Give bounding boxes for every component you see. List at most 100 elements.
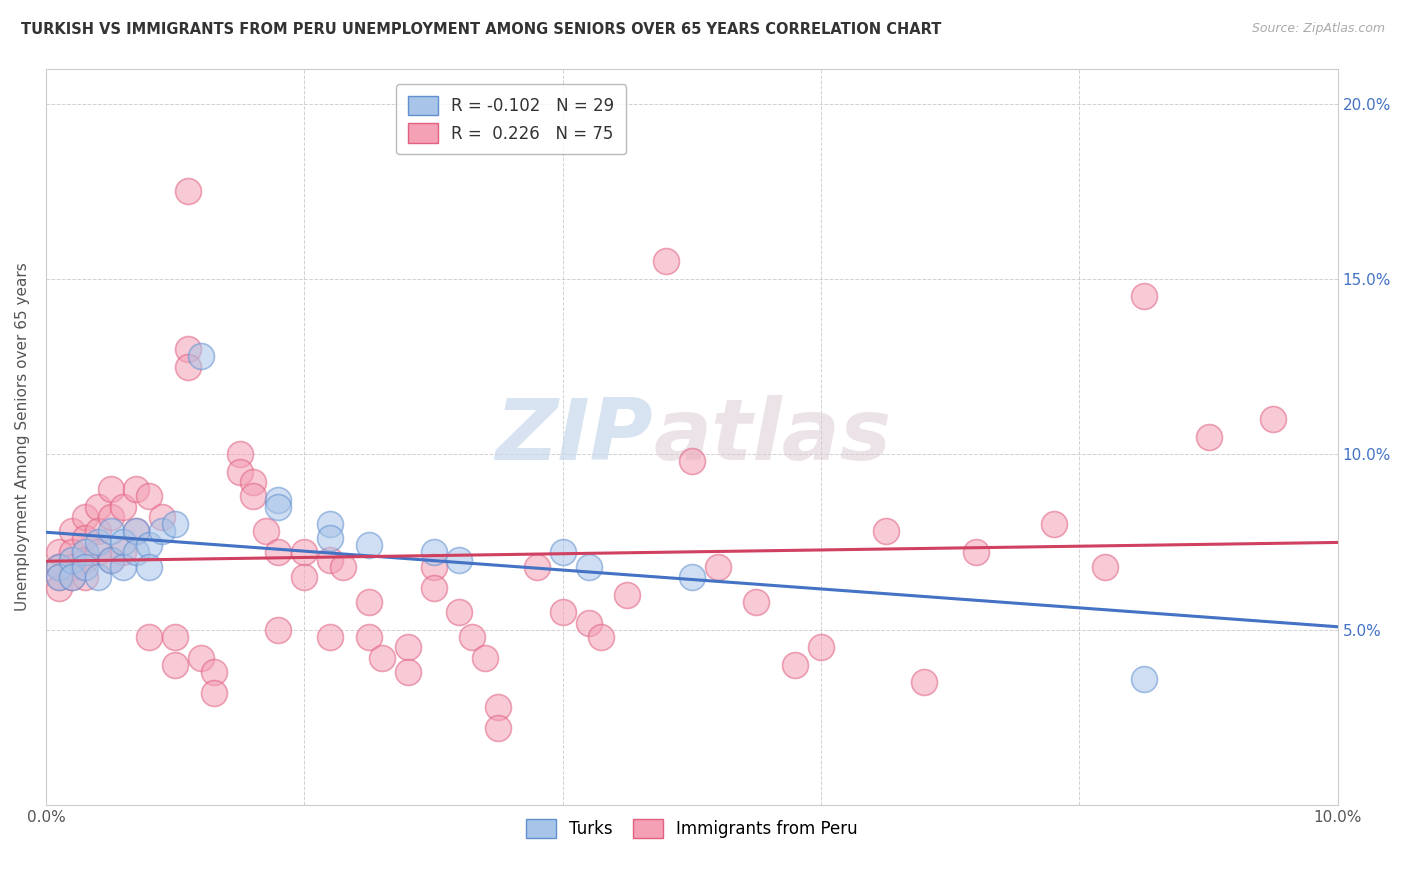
Point [48,559,70,574]
Point [60,524,83,539]
Point [357,630,380,644]
Point [177,342,200,356]
Point [48,570,70,584]
Point [86,535,108,549]
Point [745,594,768,608]
Point [190,650,212,665]
Point [138,630,160,644]
Point [681,454,703,468]
Point [86,570,108,584]
Point [1133,672,1156,686]
Point [912,675,935,690]
Point [1133,289,1156,303]
Point [1094,559,1116,574]
Point [319,532,342,546]
Point [112,500,135,514]
Text: atlas: atlas [654,395,891,478]
Point [60,545,83,559]
Point [60,570,83,584]
Point [73,510,96,524]
Y-axis label: Unemployment Among Seniors over 65 years: Unemployment Among Seniors over 65 years [15,262,30,611]
Point [267,492,290,507]
Point [785,657,807,672]
Point [86,500,108,514]
Point [267,623,290,637]
Point [551,545,574,559]
Point [73,570,96,584]
Point [86,524,108,539]
Point [150,510,173,524]
Point [254,524,277,539]
Point [655,254,678,268]
Point [591,630,613,644]
Point [165,517,187,532]
Point [73,552,96,566]
Point [48,570,70,584]
Point [86,545,108,559]
Point [875,524,897,539]
Text: TURKISH VS IMMIGRANTS FROM PERU UNEMPLOYMENT AMONG SENIORS OVER 65 YEARS CORRELA: TURKISH VS IMMIGRANTS FROM PERU UNEMPLOY… [21,22,942,37]
Point [100,524,122,539]
Point [965,545,987,559]
Point [319,630,342,644]
Point [551,605,574,619]
Point [100,510,122,524]
Point [229,447,252,461]
Point [578,615,600,630]
Point [177,184,200,198]
Legend: Turks, Immigrants from Peru: Turks, Immigrants from Peru [519,812,865,845]
Point [177,359,200,374]
Point [73,532,96,546]
Point [292,570,315,584]
Point [396,640,419,655]
Point [706,559,728,574]
Point [422,559,444,574]
Point [112,559,135,574]
Point [486,699,509,714]
Point [616,588,638,602]
Point [48,559,70,574]
Point [150,524,173,539]
Point [165,657,187,672]
Point [165,630,187,644]
Point [371,650,394,665]
Point [267,500,290,514]
Point [138,559,160,574]
Point [125,524,148,539]
Point [100,483,122,497]
Point [357,539,380,553]
Text: Source: ZipAtlas.com: Source: ZipAtlas.com [1251,22,1385,36]
Point [422,545,444,559]
Point [100,552,122,566]
Point [242,489,264,503]
Point [319,552,342,566]
Point [810,640,832,655]
Point [229,465,252,479]
Point [578,559,600,574]
Point [332,559,354,574]
Point [1263,412,1285,426]
Point [73,545,96,559]
Point [242,475,264,490]
Point [138,539,160,553]
Point [396,665,419,679]
Point [319,517,342,532]
Point [100,552,122,566]
Point [461,630,484,644]
Point [681,570,703,584]
Point [357,594,380,608]
Point [486,721,509,735]
Point [267,545,290,559]
Point [73,559,96,574]
Point [1198,430,1220,444]
Point [474,650,496,665]
Point [60,570,83,584]
Point [60,559,83,574]
Text: ZIP: ZIP [495,395,654,478]
Point [112,535,135,549]
Point [125,545,148,559]
Point [112,545,135,559]
Point [138,489,160,503]
Point [292,545,315,559]
Point [60,552,83,566]
